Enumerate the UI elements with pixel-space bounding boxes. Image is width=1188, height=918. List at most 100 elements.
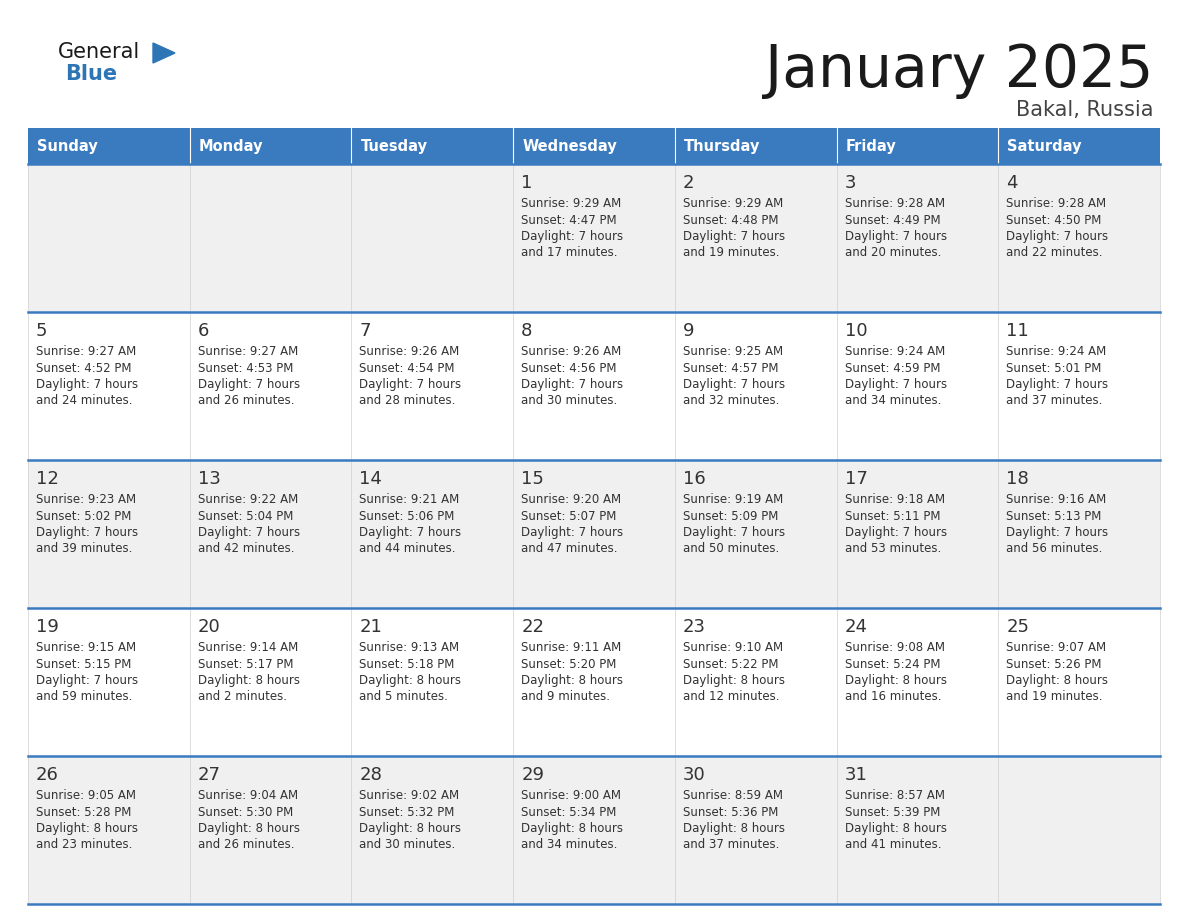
Text: Daylight: 7 hours: Daylight: 7 hours xyxy=(522,230,624,243)
Text: Thursday: Thursday xyxy=(684,139,760,153)
Bar xyxy=(998,164,1159,312)
Text: Sunset: 5:15 PM: Sunset: 5:15 PM xyxy=(36,657,132,670)
Bar xyxy=(29,756,190,904)
Text: Sunset: 4:48 PM: Sunset: 4:48 PM xyxy=(683,214,778,227)
Bar xyxy=(836,312,998,460)
Text: Sunrise: 9:24 AM: Sunrise: 9:24 AM xyxy=(845,345,944,358)
Bar xyxy=(29,608,190,756)
Text: Sunset: 4:53 PM: Sunset: 4:53 PM xyxy=(197,362,293,375)
Text: 3: 3 xyxy=(845,174,857,192)
Bar xyxy=(513,312,675,460)
Text: Daylight: 7 hours: Daylight: 7 hours xyxy=(1006,378,1108,391)
Text: Sunset: 5:20 PM: Sunset: 5:20 PM xyxy=(522,657,617,670)
Text: Daylight: 7 hours: Daylight: 7 hours xyxy=(683,378,785,391)
Text: Daylight: 8 hours: Daylight: 8 hours xyxy=(197,822,299,835)
Bar xyxy=(836,164,998,312)
Text: Sunrise: 8:57 AM: Sunrise: 8:57 AM xyxy=(845,789,944,802)
Text: 17: 17 xyxy=(845,470,867,488)
Bar xyxy=(998,312,1159,460)
Text: Daylight: 8 hours: Daylight: 8 hours xyxy=(845,674,947,687)
Text: and 12 minutes.: and 12 minutes. xyxy=(683,690,779,703)
Text: Sunset: 4:47 PM: Sunset: 4:47 PM xyxy=(522,214,617,227)
Bar xyxy=(998,756,1159,904)
Bar xyxy=(352,608,513,756)
Text: Daylight: 7 hours: Daylight: 7 hours xyxy=(522,526,624,539)
Text: 12: 12 xyxy=(36,470,59,488)
Text: and 19 minutes.: and 19 minutes. xyxy=(1006,690,1102,703)
Text: 5: 5 xyxy=(36,322,48,340)
Text: and 20 minutes.: and 20 minutes. xyxy=(845,247,941,260)
Text: and 37 minutes.: and 37 minutes. xyxy=(1006,395,1102,408)
Text: and 30 minutes.: and 30 minutes. xyxy=(522,395,618,408)
Text: 31: 31 xyxy=(845,766,867,784)
Text: and 34 minutes.: and 34 minutes. xyxy=(522,838,618,852)
Text: Sunset: 5:22 PM: Sunset: 5:22 PM xyxy=(683,657,778,670)
Bar xyxy=(352,164,513,312)
Text: 19: 19 xyxy=(36,618,59,636)
Text: Sunrise: 9:02 AM: Sunrise: 9:02 AM xyxy=(360,789,460,802)
Text: Daylight: 7 hours: Daylight: 7 hours xyxy=(845,230,947,243)
Text: and 37 minutes.: and 37 minutes. xyxy=(683,838,779,852)
Text: and 47 minutes.: and 47 minutes. xyxy=(522,543,618,555)
Text: and 19 minutes.: and 19 minutes. xyxy=(683,247,779,260)
Text: 29: 29 xyxy=(522,766,544,784)
Text: Daylight: 7 hours: Daylight: 7 hours xyxy=(522,378,624,391)
Text: Sunday: Sunday xyxy=(37,139,97,153)
Text: Tuesday: Tuesday xyxy=(360,139,428,153)
Text: and 22 minutes.: and 22 minutes. xyxy=(1006,247,1102,260)
Bar xyxy=(352,312,513,460)
Text: and 16 minutes.: and 16 minutes. xyxy=(845,690,941,703)
Bar xyxy=(29,128,190,164)
Text: Sunrise: 9:20 AM: Sunrise: 9:20 AM xyxy=(522,493,621,506)
Text: Sunrise: 9:23 AM: Sunrise: 9:23 AM xyxy=(36,493,137,506)
Text: Sunrise: 9:28 AM: Sunrise: 9:28 AM xyxy=(1006,197,1106,210)
Text: and 53 minutes.: and 53 minutes. xyxy=(845,543,941,555)
Text: Sunset: 5:32 PM: Sunset: 5:32 PM xyxy=(360,805,455,819)
Text: Saturday: Saturday xyxy=(1007,139,1082,153)
Text: Daylight: 7 hours: Daylight: 7 hours xyxy=(197,526,299,539)
Text: Sunrise: 9:24 AM: Sunrise: 9:24 AM xyxy=(1006,345,1106,358)
Text: Sunrise: 9:04 AM: Sunrise: 9:04 AM xyxy=(197,789,298,802)
Text: and 41 minutes.: and 41 minutes. xyxy=(845,838,941,852)
Bar xyxy=(998,608,1159,756)
Text: and 2 minutes.: and 2 minutes. xyxy=(197,690,286,703)
Text: and 42 minutes.: and 42 minutes. xyxy=(197,543,295,555)
Text: Sunset: 5:09 PM: Sunset: 5:09 PM xyxy=(683,509,778,522)
Text: and 26 minutes.: and 26 minutes. xyxy=(197,838,295,852)
Bar xyxy=(513,756,675,904)
Text: Sunset: 5:06 PM: Sunset: 5:06 PM xyxy=(360,509,455,522)
Text: Daylight: 8 hours: Daylight: 8 hours xyxy=(360,822,461,835)
Text: Daylight: 8 hours: Daylight: 8 hours xyxy=(683,822,785,835)
Text: Sunset: 4:57 PM: Sunset: 4:57 PM xyxy=(683,362,778,375)
Text: 16: 16 xyxy=(683,470,706,488)
Text: Daylight: 7 hours: Daylight: 7 hours xyxy=(36,674,138,687)
Text: Sunset: 5:13 PM: Sunset: 5:13 PM xyxy=(1006,509,1101,522)
Text: Sunrise: 9:21 AM: Sunrise: 9:21 AM xyxy=(360,493,460,506)
Text: Bakal, Russia: Bakal, Russia xyxy=(1016,100,1154,120)
Text: 21: 21 xyxy=(360,618,383,636)
Text: and 44 minutes.: and 44 minutes. xyxy=(360,543,456,555)
Text: Daylight: 7 hours: Daylight: 7 hours xyxy=(36,378,138,391)
Text: Sunset: 4:52 PM: Sunset: 4:52 PM xyxy=(36,362,132,375)
Text: and 34 minutes.: and 34 minutes. xyxy=(845,395,941,408)
Text: and 30 minutes.: and 30 minutes. xyxy=(360,838,456,852)
Text: Sunset: 5:18 PM: Sunset: 5:18 PM xyxy=(360,657,455,670)
Text: 15: 15 xyxy=(522,470,544,488)
Text: and 32 minutes.: and 32 minutes. xyxy=(683,395,779,408)
Text: 23: 23 xyxy=(683,618,706,636)
Bar xyxy=(513,128,675,164)
Text: and 9 minutes.: and 9 minutes. xyxy=(522,690,611,703)
Text: Sunset: 5:11 PM: Sunset: 5:11 PM xyxy=(845,509,940,522)
Text: Daylight: 7 hours: Daylight: 7 hours xyxy=(360,526,462,539)
Text: Sunset: 5:04 PM: Sunset: 5:04 PM xyxy=(197,509,293,522)
Text: Sunrise: 9:27 AM: Sunrise: 9:27 AM xyxy=(197,345,298,358)
Bar xyxy=(29,312,190,460)
Text: Daylight: 7 hours: Daylight: 7 hours xyxy=(1006,230,1108,243)
Text: 2: 2 xyxy=(683,174,694,192)
Text: 4: 4 xyxy=(1006,174,1018,192)
Bar xyxy=(513,460,675,608)
Text: Sunrise: 9:18 AM: Sunrise: 9:18 AM xyxy=(845,493,944,506)
Text: Sunset: 4:59 PM: Sunset: 4:59 PM xyxy=(845,362,940,375)
Bar xyxy=(836,128,998,164)
Text: 6: 6 xyxy=(197,322,209,340)
